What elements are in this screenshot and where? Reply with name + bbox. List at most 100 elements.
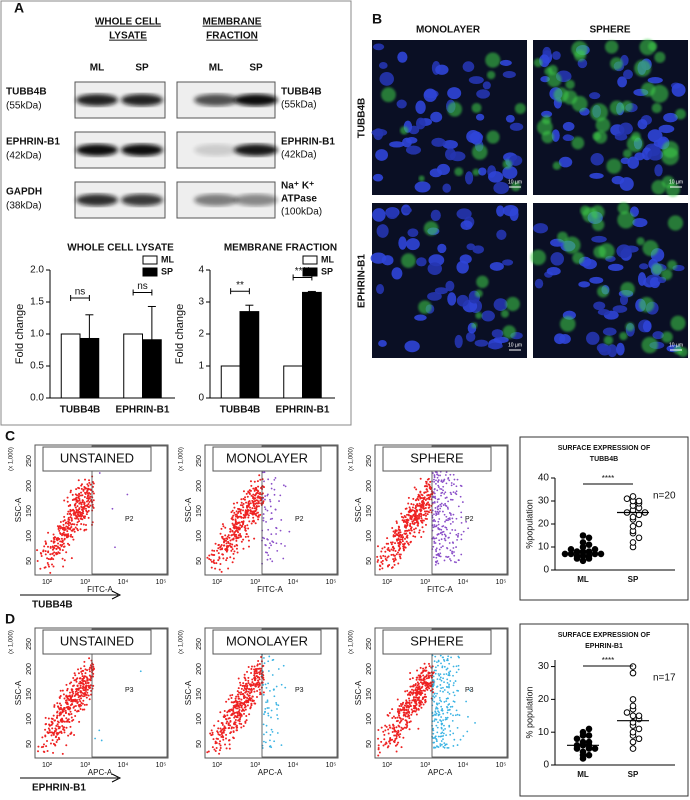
flow-event-positive: [438, 539, 441, 542]
flow-event: [252, 520, 255, 523]
flow-event: [238, 697, 241, 700]
flow-event: [385, 559, 388, 562]
flow-event: [92, 499, 95, 502]
flow-event: [257, 660, 260, 663]
flow-event-positive: [442, 738, 444, 741]
flow-y-axis: SSC-A: [184, 680, 193, 705]
flow-event: [414, 535, 417, 538]
flow-event: [44, 728, 47, 731]
flow-event: [257, 492, 260, 495]
flow-event: [240, 710, 243, 713]
flow-event: [253, 679, 256, 682]
flow-event: [416, 514, 419, 517]
flow-event-positive: [451, 705, 454, 708]
flow-event: [418, 704, 421, 707]
chart-title: SURFACE EXPRESSION OF: [558, 632, 651, 639]
flow-y-axis: SSC-A: [14, 680, 23, 705]
flow-event-positive: [265, 521, 267, 523]
flow-event: [66, 500, 69, 503]
flow-event-positive: [440, 743, 443, 746]
flow-event: [77, 668, 80, 671]
flow-event-positive: [271, 517, 274, 520]
flow-event-positive: [262, 684, 265, 686]
flow-event: [407, 514, 410, 517]
flow-event: [89, 675, 92, 678]
flow-event: [391, 727, 394, 730]
flow-event-positive: [468, 689, 471, 692]
flow-event-positive: [439, 719, 441, 721]
flow-event: [208, 557, 211, 560]
flow-event: [407, 714, 410, 717]
flow-event: [82, 506, 85, 509]
flow-event: [257, 490, 260, 493]
flow-event-positive: [447, 555, 450, 558]
flow-event: [230, 726, 233, 729]
flow-event: [380, 740, 383, 743]
y-tick-label: 0: [198, 393, 204, 404]
dot: [591, 745, 599, 752]
flow-event: [65, 695, 68, 698]
flow-event-positive: [436, 473, 438, 476]
flow-event: [68, 698, 71, 701]
flow-event: [413, 486, 416, 489]
flow-event: [390, 553, 393, 556]
flow-event: [240, 722, 243, 725]
flow-event: [74, 526, 77, 529]
flow-event: [238, 691, 241, 694]
flow-event-positive: [452, 491, 455, 494]
flow-event: [404, 507, 407, 510]
green-signal: [511, 181, 521, 192]
flow-event: [423, 491, 426, 494]
flow-event: [222, 557, 225, 560]
blot-band: [194, 194, 238, 206]
flow-event: [395, 750, 398, 753]
flow-event: [400, 746, 403, 749]
flow-event: [82, 683, 85, 686]
flow-event-positive: [284, 485, 287, 488]
flow-event-positive: [434, 672, 437, 675]
flow-event-positive: [457, 689, 460, 692]
flow-gate-label: P3: [465, 687, 474, 694]
flow-event: [422, 501, 425, 504]
flow-event: [253, 672, 256, 675]
flow-event: [232, 710, 235, 713]
flow-event-positive: [288, 530, 291, 533]
y-tick-label: 1.0: [30, 329, 44, 340]
flow-event: [381, 562, 384, 565]
flow-event: [76, 529, 79, 532]
flow-event: [67, 533, 70, 536]
flow-event: [50, 734, 53, 737]
flow-event: [86, 483, 89, 486]
flow-event: [229, 539, 232, 542]
flow-event-positive: [265, 724, 268, 727]
nucleus: [589, 92, 601, 100]
flow-event: [379, 555, 382, 558]
flow-event: [246, 504, 249, 507]
flow-event: [80, 681, 83, 684]
flow-event-positive: [276, 732, 279, 734]
flow-event: [428, 682, 431, 685]
flow-event: [377, 737, 380, 740]
green-signal: [381, 87, 396, 103]
flow-event-positive: [269, 498, 271, 501]
green-signal: [471, 322, 478, 329]
flow-event: [391, 541, 394, 544]
green-signal: [423, 221, 439, 236]
flow-event: [81, 708, 84, 711]
flow-event: [259, 478, 262, 481]
green-signal: [447, 101, 463, 117]
flow-event: [218, 742, 221, 745]
flow-event: [420, 706, 423, 709]
flow-event: [56, 723, 59, 726]
flow-event: [382, 730, 385, 733]
flow-event-positive: [440, 546, 443, 549]
flow-event-positive: [268, 655, 271, 658]
nucleus: [385, 207, 399, 220]
flow-event: [386, 556, 389, 559]
flow-event: [53, 704, 56, 707]
flow-event: [62, 693, 65, 696]
flow-event: [381, 547, 384, 550]
flow-event: [250, 687, 253, 690]
flow-event: [67, 504, 70, 507]
flow-event: [61, 534, 64, 537]
